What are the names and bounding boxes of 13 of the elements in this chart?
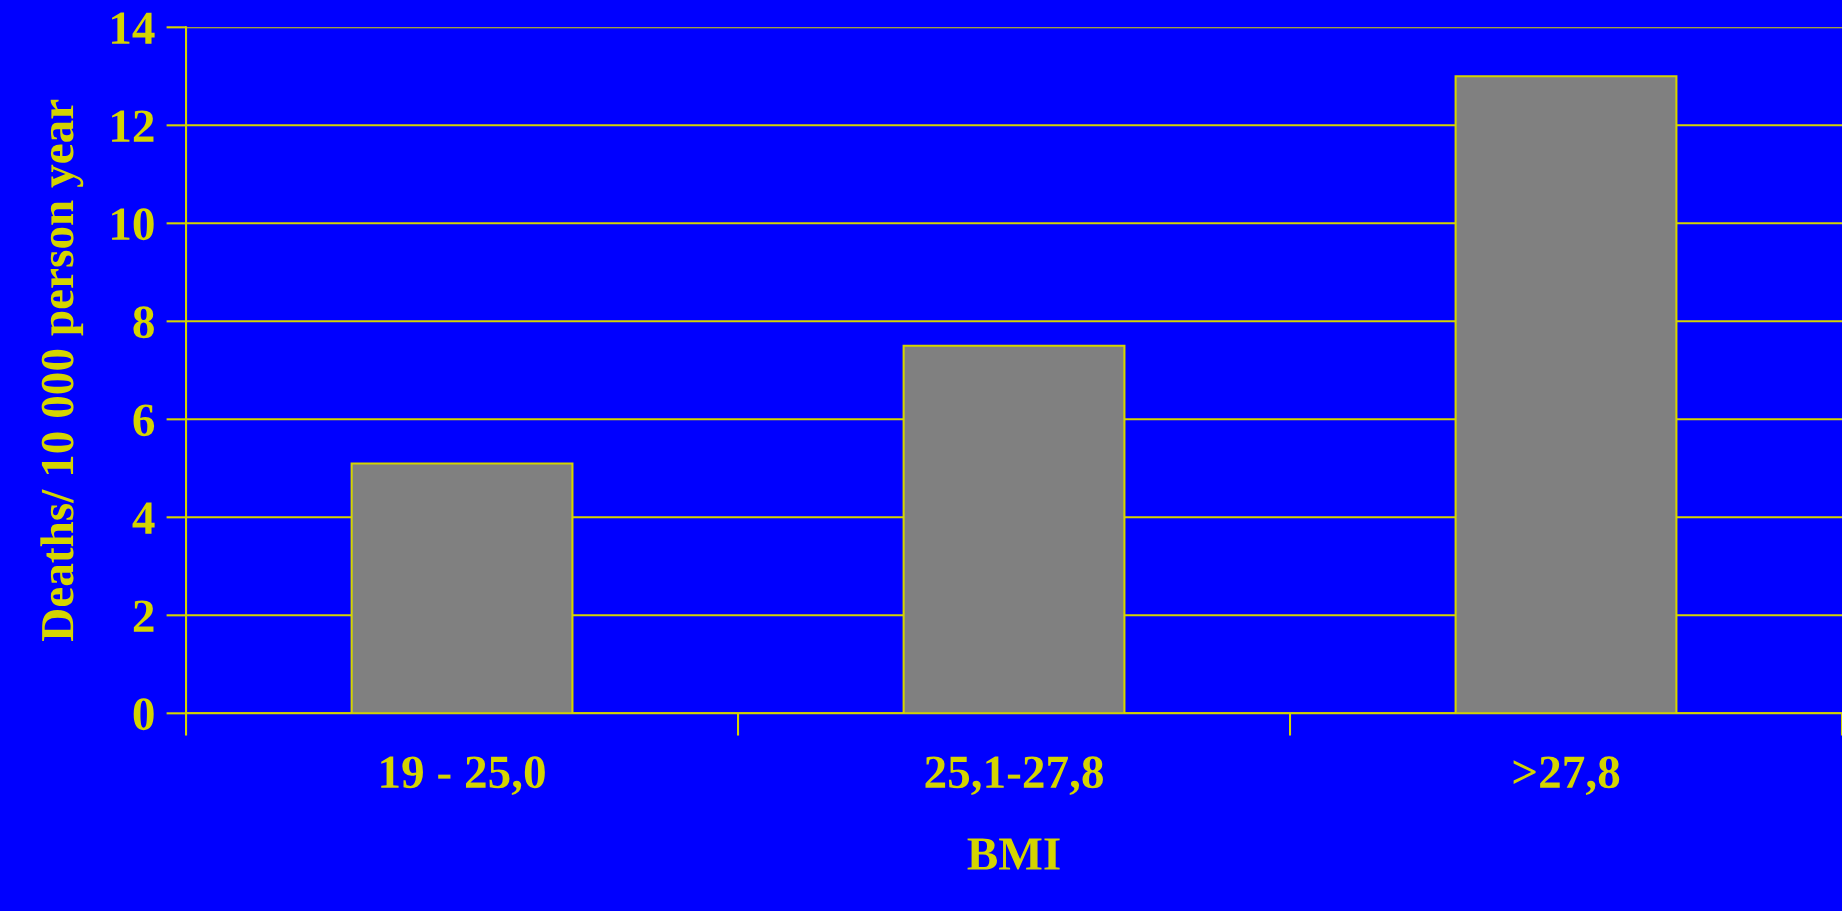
y-tick-label: 14 xyxy=(112,12,155,44)
y-tick-label: 12 xyxy=(112,110,154,142)
y-axis-title: Deaths/ 10 000 person year xyxy=(40,99,84,641)
y-tick-label: 4 xyxy=(132,502,155,534)
y-tick-label: 2 xyxy=(133,600,154,632)
x-axis-title: BMI xyxy=(967,838,1060,870)
x-tick-label: >27,8 xyxy=(1513,756,1620,796)
y-tick-label: 6 xyxy=(133,404,155,437)
x-tick-label: 25,1-27,8 xyxy=(925,756,1103,796)
x-tick-label: 19 - 25,0 xyxy=(381,756,545,796)
y-tick-label: 8 xyxy=(133,306,154,339)
y-tick-label: 10 xyxy=(112,208,154,241)
y-tick-label: 0 xyxy=(133,698,154,731)
